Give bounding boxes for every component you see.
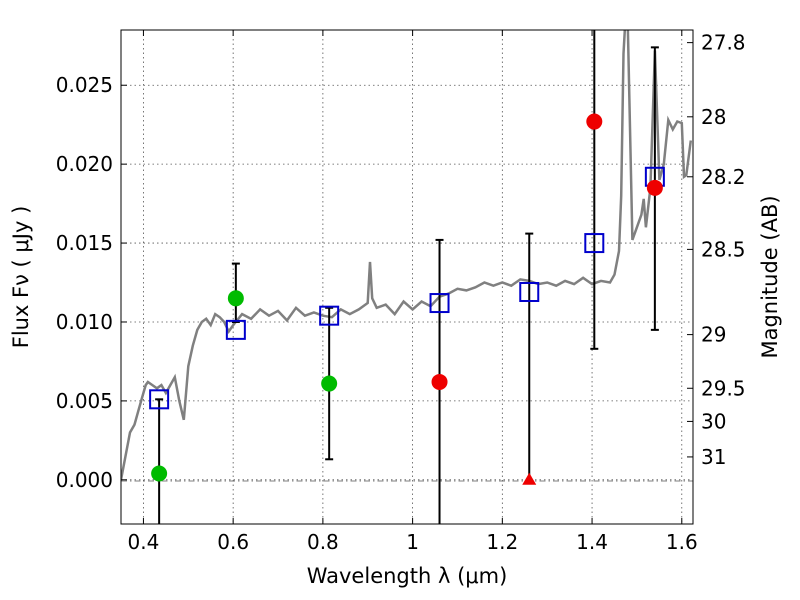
x-tick-label: 1.2 xyxy=(486,530,518,554)
right-tick-label: 28 xyxy=(701,105,726,129)
observed-flux-point xyxy=(227,290,244,307)
x-tick-label: 0.4 xyxy=(128,530,160,554)
y-tick-label: 0.025 xyxy=(56,73,113,97)
y-tick-label: 0.020 xyxy=(56,152,113,176)
grid-layer xyxy=(121,30,693,524)
marker-layer xyxy=(149,113,665,485)
model-flux-square xyxy=(149,389,170,410)
model-flux-square xyxy=(519,281,540,302)
right-tick-label: 28.5 xyxy=(701,237,746,261)
right-tick-label: 27.8 xyxy=(701,31,746,55)
x-tick-label: 0.6 xyxy=(217,530,249,554)
model-flux-square xyxy=(584,233,605,254)
x-tick-label: 0.8 xyxy=(307,530,339,554)
observed-flux-point xyxy=(151,465,168,482)
observed-flux-point xyxy=(321,375,338,392)
x-tick-label: 1.6 xyxy=(666,530,698,554)
y-tick-label: 0.000 xyxy=(56,468,113,492)
model-spectrum-line xyxy=(121,30,693,481)
axis-layer: 0.4 0.6 0.8 1 1.2 1.4 1.6 0.000 0.005 0.010 0.015 0… xyxy=(56,30,746,554)
plot-frame xyxy=(120,29,694,525)
observed-flux-point xyxy=(431,373,448,390)
right-tick-label: 29 xyxy=(701,323,726,347)
right-tick-label: 29.5 xyxy=(701,376,746,400)
x-axis-title: Wavelength λ (μm) xyxy=(307,564,508,588)
y-axis-title-right: Magnitude (AB) xyxy=(758,195,782,358)
model-flux-square xyxy=(225,319,246,340)
model-flux-square xyxy=(429,293,450,314)
observed-flux-point xyxy=(586,113,603,130)
right-tick-label: 28.2 xyxy=(701,165,746,189)
y-tick-label: 0.010 xyxy=(56,310,113,334)
model-flux-square xyxy=(319,305,340,326)
observed-flux-point xyxy=(646,179,663,196)
right-tick-label: 31 xyxy=(701,445,726,469)
y-tick-label: 0.015 xyxy=(56,231,113,255)
right-tick-label: 30 xyxy=(701,409,726,433)
y-axis-title-left: Flux Fν ( μJy ) xyxy=(9,206,33,349)
curve-layer xyxy=(121,30,693,481)
x-tick-label: 1.4 xyxy=(576,530,608,554)
upper-limit-triangle xyxy=(522,472,537,485)
y-tick-label: 0.005 xyxy=(56,389,113,413)
x-tick-label: 1 xyxy=(406,530,419,554)
